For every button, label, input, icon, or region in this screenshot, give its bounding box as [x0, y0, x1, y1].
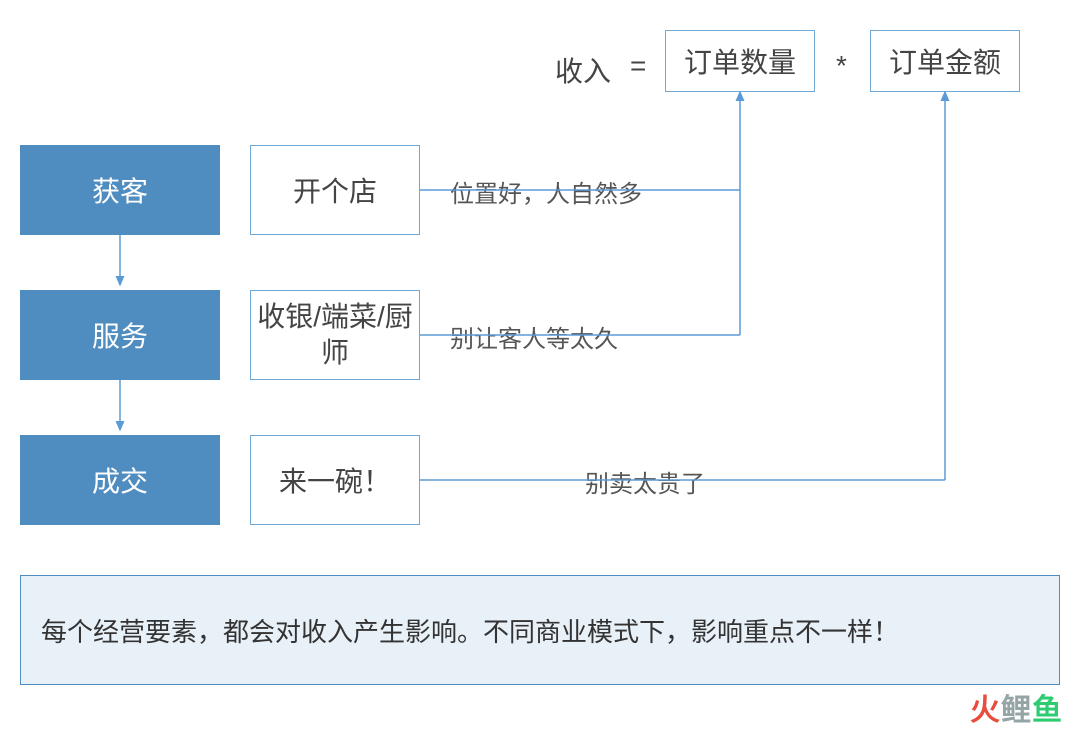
stage-desc-3: 别卖太贵了 [585, 464, 705, 499]
wm-char-1: 火 [970, 694, 1001, 727]
wm-char-3: 鱼 [1032, 694, 1063, 727]
formula-lhs: 收入 [555, 50, 611, 90]
stage-action-label-2: 收银/端菜/厨师 [251, 299, 419, 372]
stage-label-3: 成交 [92, 460, 148, 500]
stage-label-2: 服务 [92, 315, 148, 355]
formula-eq: = [630, 50, 646, 82]
stage-action-deal: 来一碗！ [250, 435, 420, 525]
formula-mul: * [836, 50, 847, 82]
stage-desc-1: 位置好，人自然多 [450, 174, 642, 209]
note-box: 每个经营要素，都会对收入产生影响。不同商业模式下，影响重点不一样！ [20, 575, 1060, 685]
watermark: 火鲤鱼 [970, 685, 1063, 729]
stage-box-service: 服务 [20, 290, 220, 380]
formula-box1-label: 订单数量 [684, 41, 796, 81]
formula-box2-label: 订单金额 [889, 41, 1001, 81]
formula-box-order-count: 订单数量 [665, 30, 815, 92]
stage-action-label-1: 开个店 [293, 170, 377, 210]
stage-action-acquire: 开个店 [250, 145, 420, 235]
stage-desc-2: 别让客人等太久 [450, 319, 618, 354]
stage-box-deal: 成交 [20, 435, 220, 525]
stage-action-label-3: 来一碗！ [279, 460, 391, 500]
stage-label-1: 获客 [92, 170, 148, 210]
formula-box-order-amount: 订单金额 [870, 30, 1020, 92]
stage-box-acquire: 获客 [20, 145, 220, 235]
note-text: 每个经营要素，都会对收入产生影响。不同商业模式下，影响重点不一样！ [41, 612, 899, 649]
wm-char-2: 鲤 [1001, 694, 1032, 727]
stage-action-service: 收银/端菜/厨师 [250, 290, 420, 380]
